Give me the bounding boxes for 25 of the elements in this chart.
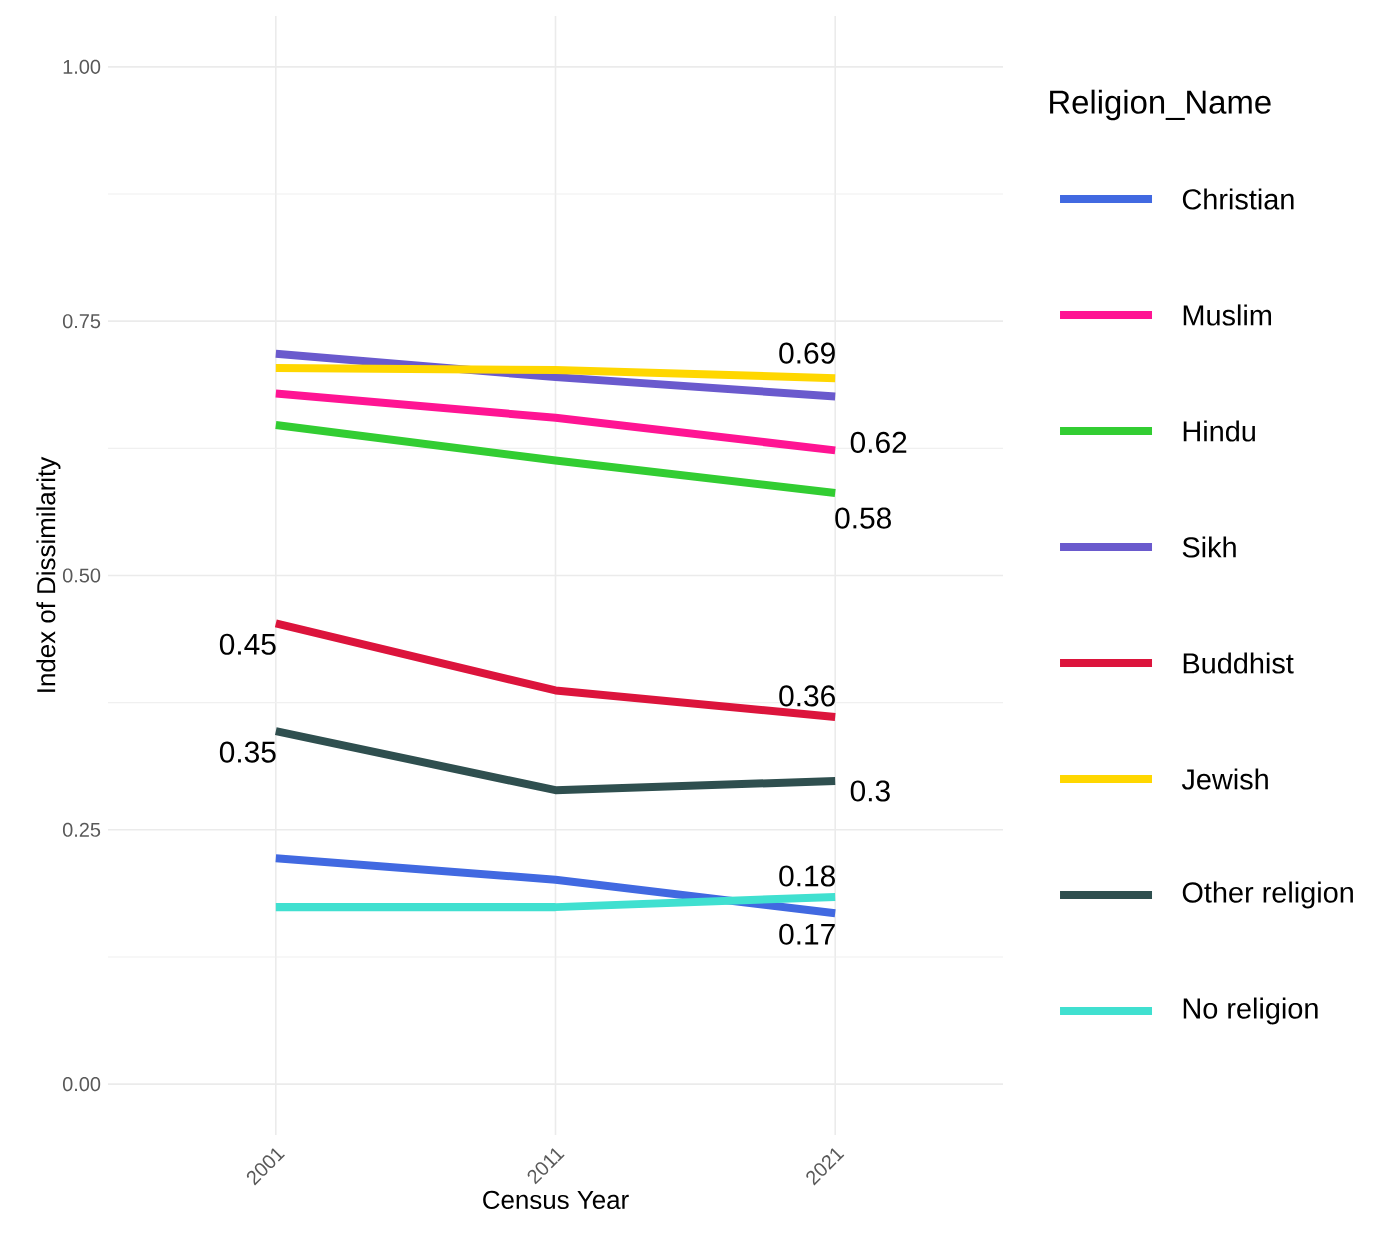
- y-tick-label: 1.00: [63, 59, 101, 74]
- y-axis-title: Index of Dissimilarity: [36, 456, 61, 692]
- data-label: 0.36: [779, 685, 835, 707]
- data-label: 0.58: [835, 507, 891, 529]
- legend-label: Hindu: [1183, 420, 1255, 442]
- y-tick-label: 0.25: [62, 822, 101, 837]
- y-tick-label: 0.75: [62, 314, 101, 329]
- legend-label: Muslim: [1183, 304, 1272, 326]
- y-tick-label: 0.50: [62, 568, 101, 583]
- legend-title: Religion_Name: [1050, 89, 1271, 121]
- data-label: 0.69: [779, 342, 835, 364]
- data-label: 0.17: [779, 923, 835, 945]
- x-axis-title: Census Year: [483, 1190, 629, 1210]
- data-label: 0.3: [850, 780, 890, 802]
- legend-label: Jewish: [1181, 768, 1268, 790]
- legend-label: Buddhist: [1183, 652, 1294, 674]
- legend-label: Other religion: [1182, 881, 1353, 909]
- data-label: 0.45: [219, 633, 276, 655]
- legend-label: No religion: [1183, 997, 1318, 1025]
- y-tick-label: 0.00: [62, 1077, 101, 1092]
- data-label: 0.18: [779, 865, 835, 887]
- data-label: 0.35: [219, 741, 276, 763]
- legend-label: Sikh: [1182, 536, 1236, 558]
- legend-label: Christian: [1182, 188, 1294, 210]
- data-label: 0.62: [850, 431, 907, 453]
